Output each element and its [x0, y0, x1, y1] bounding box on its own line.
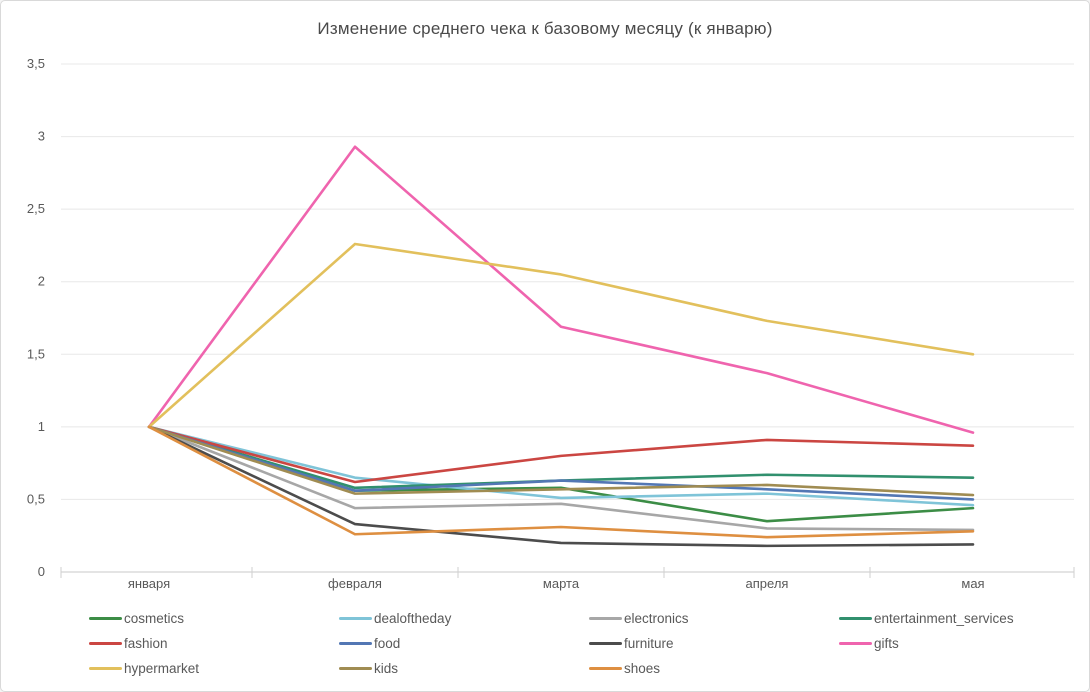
- legend-item-entertainment_services[interactable]: entertainment_services: [839, 610, 1089, 627]
- legend-item-fashion[interactable]: fashion: [89, 635, 339, 652]
- y-axis-tick-label: 1: [38, 419, 45, 434]
- y-axis-tick-label: 2: [38, 274, 45, 289]
- legend-swatch-dealoftheday: [339, 617, 372, 620]
- legend-label: gifts: [874, 636, 899, 651]
- y-axis-tick-label: 0,5: [27, 491, 45, 506]
- x-axis-tick-label: мая: [961, 576, 984, 591]
- legend-item-gifts[interactable]: gifts: [839, 635, 1089, 652]
- legend-label: fashion: [124, 636, 168, 651]
- legend-label: kids: [374, 661, 399, 676]
- y-axis-tick-label: 3: [38, 129, 45, 144]
- legend-label: dealoftheday: [374, 611, 452, 626]
- series-line-kids: [147, 425, 975, 497]
- legend-item-food[interactable]: food: [339, 635, 589, 652]
- x-axis-tick-label: февраля: [328, 576, 382, 591]
- legend-item-kids[interactable]: kids: [339, 660, 589, 677]
- legend-item-furniture[interactable]: furniture: [589, 635, 839, 652]
- x-axis-tick-label: апреля: [746, 576, 789, 591]
- chart-title: Изменение среднего чека к базовому месяц…: [317, 19, 773, 38]
- y-axis-tick-label: 0: [38, 564, 45, 579]
- legend-swatch-furniture: [589, 642, 622, 645]
- legend-swatch-cosmetics: [89, 617, 122, 620]
- legend-item-shoes[interactable]: shoes: [589, 660, 839, 677]
- legend-swatch-gifts: [839, 642, 872, 645]
- series-line-gifts: [147, 145, 975, 434]
- y-axis-tick-label: 1,5: [27, 346, 45, 361]
- legend-swatch-kids: [339, 667, 372, 670]
- series-line-dealoftheday: [147, 425, 975, 507]
- legend-label: cosmetics: [124, 611, 185, 626]
- series-line-electronics: [147, 425, 975, 532]
- legend-label: food: [374, 636, 401, 651]
- legend-item-cosmetics[interactable]: cosmetics: [89, 610, 339, 627]
- legend-label: hypermarket: [124, 661, 200, 676]
- chart-legend: cosmetics dealoftheday electronics entertai…: [89, 610, 1069, 677]
- y-axis-tick-label: 3,5: [27, 56, 45, 71]
- legend-swatch-shoes: [589, 667, 622, 670]
- legend-label: shoes: [624, 661, 661, 676]
- legend-item-hypermarket[interactable]: hypermarket: [89, 660, 339, 677]
- legend-item-dealoftheday[interactable]: dealoftheday: [339, 610, 589, 627]
- y-axis-tick-label: 2,5: [27, 201, 45, 216]
- x-axis-tick-label: марта: [543, 576, 580, 591]
- line-chart-plot: 3,5 3 2,5 2 1,5 1 0,5 0 января февраля марта апреля…: [27, 56, 1075, 591]
- legend-swatch-electronics: [589, 617, 622, 620]
- legend-swatch-food: [339, 642, 372, 645]
- legend-swatch-fashion: [89, 642, 122, 645]
- legend-label: electronics: [624, 611, 689, 626]
- series-line-hypermarket: [147, 242, 975, 429]
- legend-label: entertainment_services: [874, 611, 1014, 626]
- legend-label: furniture: [624, 636, 674, 651]
- legend-swatch-hypermarket: [89, 667, 122, 670]
- series-line-fashion: [147, 425, 975, 484]
- x-axis-tick-label: января: [128, 576, 170, 591]
- legend-item-electronics[interactable]: electronics: [589, 610, 839, 627]
- series-line-shoes: [147, 425, 975, 539]
- series-line-furniture: [147, 425, 975, 548]
- series-line-food: [147, 425, 975, 501]
- legend-swatch-entertainment_services: [839, 617, 872, 620]
